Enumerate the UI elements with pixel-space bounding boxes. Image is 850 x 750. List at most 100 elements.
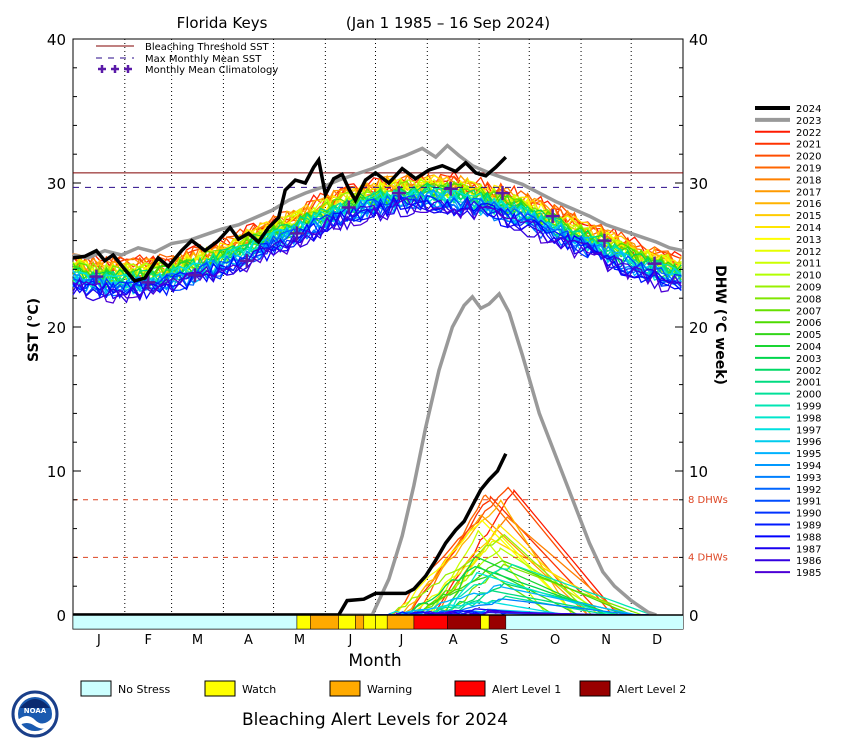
year-legend-label: 2013 [796, 235, 821, 246]
dhw-reference-label: 4 DHWs [688, 552, 728, 563]
sst-line-1986 [72, 195, 682, 304]
dhw-line-1998 [322, 571, 657, 616]
x-tick-label: J [348, 633, 353, 648]
year-legend-label: 2016 [796, 199, 821, 210]
year-legend-label: 2024 [796, 104, 821, 115]
year-legend-label: 2004 [796, 342, 821, 353]
y-tick-label-right: 10 [689, 463, 708, 481]
year-legend-label: 2008 [796, 294, 821, 305]
plot-area [72, 38, 684, 630]
year-legend-label: 1986 [796, 556, 821, 567]
dhw-reference-label: 8 DHWs [688, 495, 728, 506]
x-tick-label: M [192, 633, 203, 648]
dhw-line-2009 [322, 533, 657, 616]
year-legend-label: 2011 [796, 259, 821, 270]
alert-segment-watch [363, 614, 376, 630]
year-legend-label: 2007 [796, 306, 821, 317]
alert-segment-watch [338, 614, 356, 630]
year-legend-label: 1992 [796, 485, 821, 496]
alert-segment-warning [310, 614, 339, 630]
year-legend-label: 1985 [796, 568, 821, 579]
year-legend-label: 1987 [796, 544, 821, 555]
dhw-line-2008 [322, 563, 657, 616]
sst-line-1985 [72, 197, 682, 304]
alert-segment-watch [480, 614, 490, 630]
year-legend-label: 1991 [796, 497, 821, 508]
year-legend-label: 1998 [796, 413, 821, 424]
chart-date-range: (Jan 1 1985 – 16 Sep 2024) [346, 14, 550, 32]
x-tick-label: N [601, 633, 611, 648]
alert-segment-no_stress [72, 614, 298, 630]
x-tick-label: S [500, 633, 508, 648]
legend-threshold-label: Bleaching Threshold SST [145, 42, 270, 53]
year-legend-label: 1997 [796, 425, 821, 436]
year-legend-label: 2009 [796, 283, 821, 294]
chart-title: Florida Keys [177, 14, 268, 32]
alert-legend-swatch-warning [329, 680, 361, 697]
alert-segment-watch [375, 614, 388, 630]
alert-segment-alert2 [447, 614, 482, 630]
year-legend-label: 1999 [796, 402, 821, 413]
y-tick-label-left: 10 [47, 463, 66, 481]
year-legend-label: 2012 [796, 247, 821, 258]
alert-level-legend: No Stress Watch Warning Alert Level 1 Alert … [80, 680, 686, 697]
year-legend-label: 2006 [796, 318, 821, 329]
year-legend-label: 2021 [796, 140, 821, 151]
sst-line-1988 [72, 195, 682, 300]
x-tick-label: O [550, 633, 560, 648]
y-tick-label-left: 0 [56, 607, 66, 625]
year-legend-label: 2000 [796, 390, 821, 401]
y-axis-right-label: DHW (°C week) [712, 265, 728, 385]
year-legend-label: 2015 [796, 211, 821, 222]
alert-level-bar [72, 614, 683, 630]
year-legend-label: 1995 [796, 449, 821, 460]
alert-legend-label-watch: Watch [242, 683, 276, 696]
year-legend-label: 1989 [796, 521, 821, 532]
alert-legend-label-alert1: Alert Level 1 [492, 683, 561, 696]
year-legend-label: 1996 [796, 437, 821, 448]
year-legend-label: 2014 [796, 223, 821, 234]
alert-segment-alert1 [413, 614, 448, 630]
monthly-mean-climatology-markers [89, 181, 662, 290]
historic-dhw-lines [322, 486, 657, 616]
sst-line-2023 [72, 143, 684, 260]
x-tick-label: A [449, 633, 458, 648]
alert-legend-label-no_stress: No Stress [118, 683, 171, 696]
noaa-logo: NOAA [11, 690, 59, 738]
year-legend-label: 1993 [796, 473, 821, 484]
y-tick-label-right: 30 [689, 175, 708, 193]
alert-segment-warning [355, 614, 365, 630]
alert-legend-swatch-no_stress [80, 680, 112, 697]
highlight-series [72, 143, 684, 617]
x-axis-label: Month [348, 651, 401, 671]
x-tick-label: D [652, 633, 662, 648]
dhw-line-1993 [322, 598, 657, 616]
dhw-line-2024 [73, 452, 508, 617]
year-legend-label: 1994 [796, 461, 821, 472]
year-legend-label: 2020 [796, 152, 821, 163]
alert-segment-alert2 [488, 614, 507, 630]
year-legend-label: 2005 [796, 330, 821, 341]
legend-mmm-label: Max Monthly Mean SST [145, 54, 262, 65]
sst-line-2000 [72, 185, 682, 289]
year-legend-label: 2010 [796, 271, 821, 282]
year-legend-label: 2003 [796, 354, 821, 365]
year-legend-label: 1990 [796, 509, 821, 520]
x-tick-label: M [294, 633, 305, 648]
x-tick-label: A [244, 633, 253, 648]
x-tick-label: J [96, 633, 101, 648]
alert-legend-swatch-alert2 [579, 680, 611, 697]
year-legend-label: 2002 [796, 366, 821, 377]
alert-legend-swatch-watch [204, 680, 236, 697]
alert-legend-label-warning: Warning [367, 683, 412, 696]
year-legend-label: 2023 [796, 116, 821, 127]
dhw-line-2023 [73, 290, 657, 617]
y-tick-label-right: 0 [689, 607, 699, 625]
alert-legend-swatch-alert1 [454, 680, 486, 697]
alert-segment-warning [386, 614, 415, 630]
sst-line-1990 [72, 194, 682, 300]
axes: J F M A M J J A S O N D 0 0 10 10 20 20 30 30 40 40 [47, 31, 708, 648]
year-legend: 2024202320222021202020192018201720162015… [755, 104, 821, 579]
logo-text: NOAA [24, 707, 47, 715]
